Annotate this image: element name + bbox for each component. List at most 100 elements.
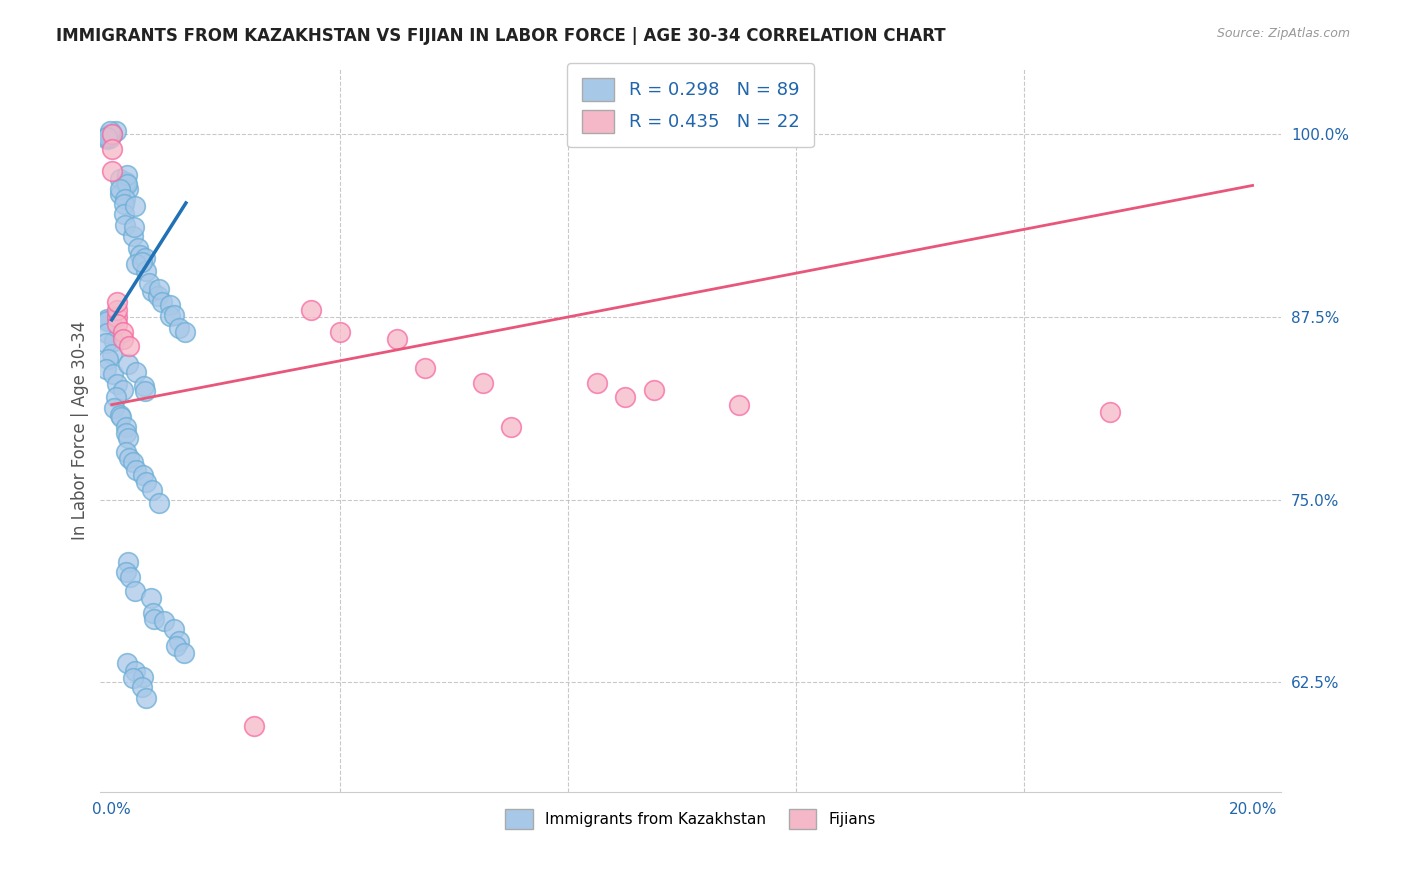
Point bbox=[96, 326, 118, 340]
Point bbox=[141, 483, 163, 497]
Point bbox=[125, 463, 148, 477]
Point bbox=[132, 670, 155, 684]
Point bbox=[585, 376, 607, 390]
Point bbox=[108, 408, 131, 422]
Point bbox=[299, 302, 322, 317]
Point bbox=[96, 336, 118, 351]
Point bbox=[124, 199, 146, 213]
Point bbox=[122, 229, 145, 244]
Point bbox=[101, 128, 124, 142]
Point bbox=[162, 622, 184, 636]
Point bbox=[121, 671, 143, 685]
Point bbox=[112, 207, 135, 221]
Point bbox=[115, 656, 138, 670]
Point bbox=[150, 294, 173, 309]
Point bbox=[135, 475, 157, 489]
Point bbox=[125, 365, 148, 379]
Point bbox=[100, 313, 122, 327]
Point bbox=[114, 192, 136, 206]
Point bbox=[96, 314, 118, 328]
Point bbox=[114, 175, 136, 189]
Point bbox=[100, 164, 122, 178]
Point bbox=[117, 182, 139, 196]
Point bbox=[110, 410, 132, 425]
Text: Source: ZipAtlas.com: Source: ZipAtlas.com bbox=[1216, 27, 1350, 40]
Point bbox=[103, 401, 125, 415]
Point bbox=[98, 128, 121, 142]
Point bbox=[103, 334, 125, 349]
Point bbox=[129, 247, 152, 261]
Point bbox=[173, 646, 195, 660]
Point bbox=[111, 383, 134, 397]
Point bbox=[122, 455, 145, 469]
Point bbox=[96, 129, 118, 144]
Point bbox=[105, 376, 128, 391]
Point bbox=[125, 257, 148, 271]
Point bbox=[100, 142, 122, 156]
Point bbox=[107, 310, 129, 324]
Point bbox=[132, 379, 155, 393]
Point bbox=[104, 123, 127, 137]
Point bbox=[107, 302, 129, 317]
Point bbox=[118, 339, 141, 353]
Point bbox=[114, 565, 136, 579]
Point bbox=[165, 640, 187, 654]
Point bbox=[159, 298, 181, 312]
Y-axis label: In Labor Force | Age 30-34: In Labor Force | Age 30-34 bbox=[72, 320, 89, 540]
Point bbox=[115, 178, 138, 192]
Point bbox=[110, 186, 132, 201]
Point bbox=[124, 583, 146, 598]
Point bbox=[115, 445, 138, 459]
Point bbox=[117, 432, 139, 446]
Point bbox=[471, 376, 494, 390]
Point bbox=[415, 361, 437, 376]
Point bbox=[152, 614, 174, 628]
Legend: Immigrants from Kazakhstan, Fijians: Immigrants from Kazakhstan, Fijians bbox=[499, 803, 882, 835]
Point bbox=[135, 264, 157, 278]
Point bbox=[100, 128, 122, 142]
Point bbox=[148, 282, 170, 296]
Point bbox=[614, 390, 637, 404]
Point bbox=[173, 325, 195, 339]
Point bbox=[104, 390, 127, 404]
Point bbox=[96, 312, 118, 326]
Point bbox=[108, 181, 131, 195]
Point bbox=[132, 468, 155, 483]
Point bbox=[243, 719, 266, 733]
Point bbox=[131, 255, 153, 269]
Point bbox=[117, 168, 139, 182]
Point bbox=[112, 332, 135, 346]
Point bbox=[329, 325, 352, 339]
Point bbox=[110, 171, 132, 186]
Point bbox=[96, 131, 118, 145]
Point bbox=[107, 295, 129, 310]
Point bbox=[134, 384, 156, 399]
Point bbox=[148, 496, 170, 510]
Point bbox=[112, 325, 135, 339]
Point bbox=[97, 129, 120, 144]
Point bbox=[124, 664, 146, 678]
Point bbox=[143, 612, 166, 626]
Point bbox=[98, 131, 121, 145]
Point bbox=[103, 367, 125, 381]
Point bbox=[167, 321, 190, 335]
Point bbox=[141, 284, 163, 298]
Point bbox=[96, 362, 118, 376]
Point bbox=[1098, 405, 1121, 419]
Point bbox=[118, 450, 141, 465]
Point bbox=[643, 383, 665, 397]
Point bbox=[124, 219, 146, 234]
Point bbox=[114, 218, 136, 232]
Point bbox=[115, 425, 138, 440]
Point bbox=[138, 276, 160, 290]
Point bbox=[134, 252, 156, 266]
Point bbox=[167, 634, 190, 648]
Point bbox=[115, 420, 138, 434]
Point bbox=[120, 570, 142, 584]
Point bbox=[499, 419, 522, 434]
Point bbox=[385, 332, 408, 346]
Point bbox=[97, 352, 120, 367]
Point bbox=[135, 690, 157, 705]
Point bbox=[131, 680, 153, 694]
Point bbox=[127, 241, 149, 255]
